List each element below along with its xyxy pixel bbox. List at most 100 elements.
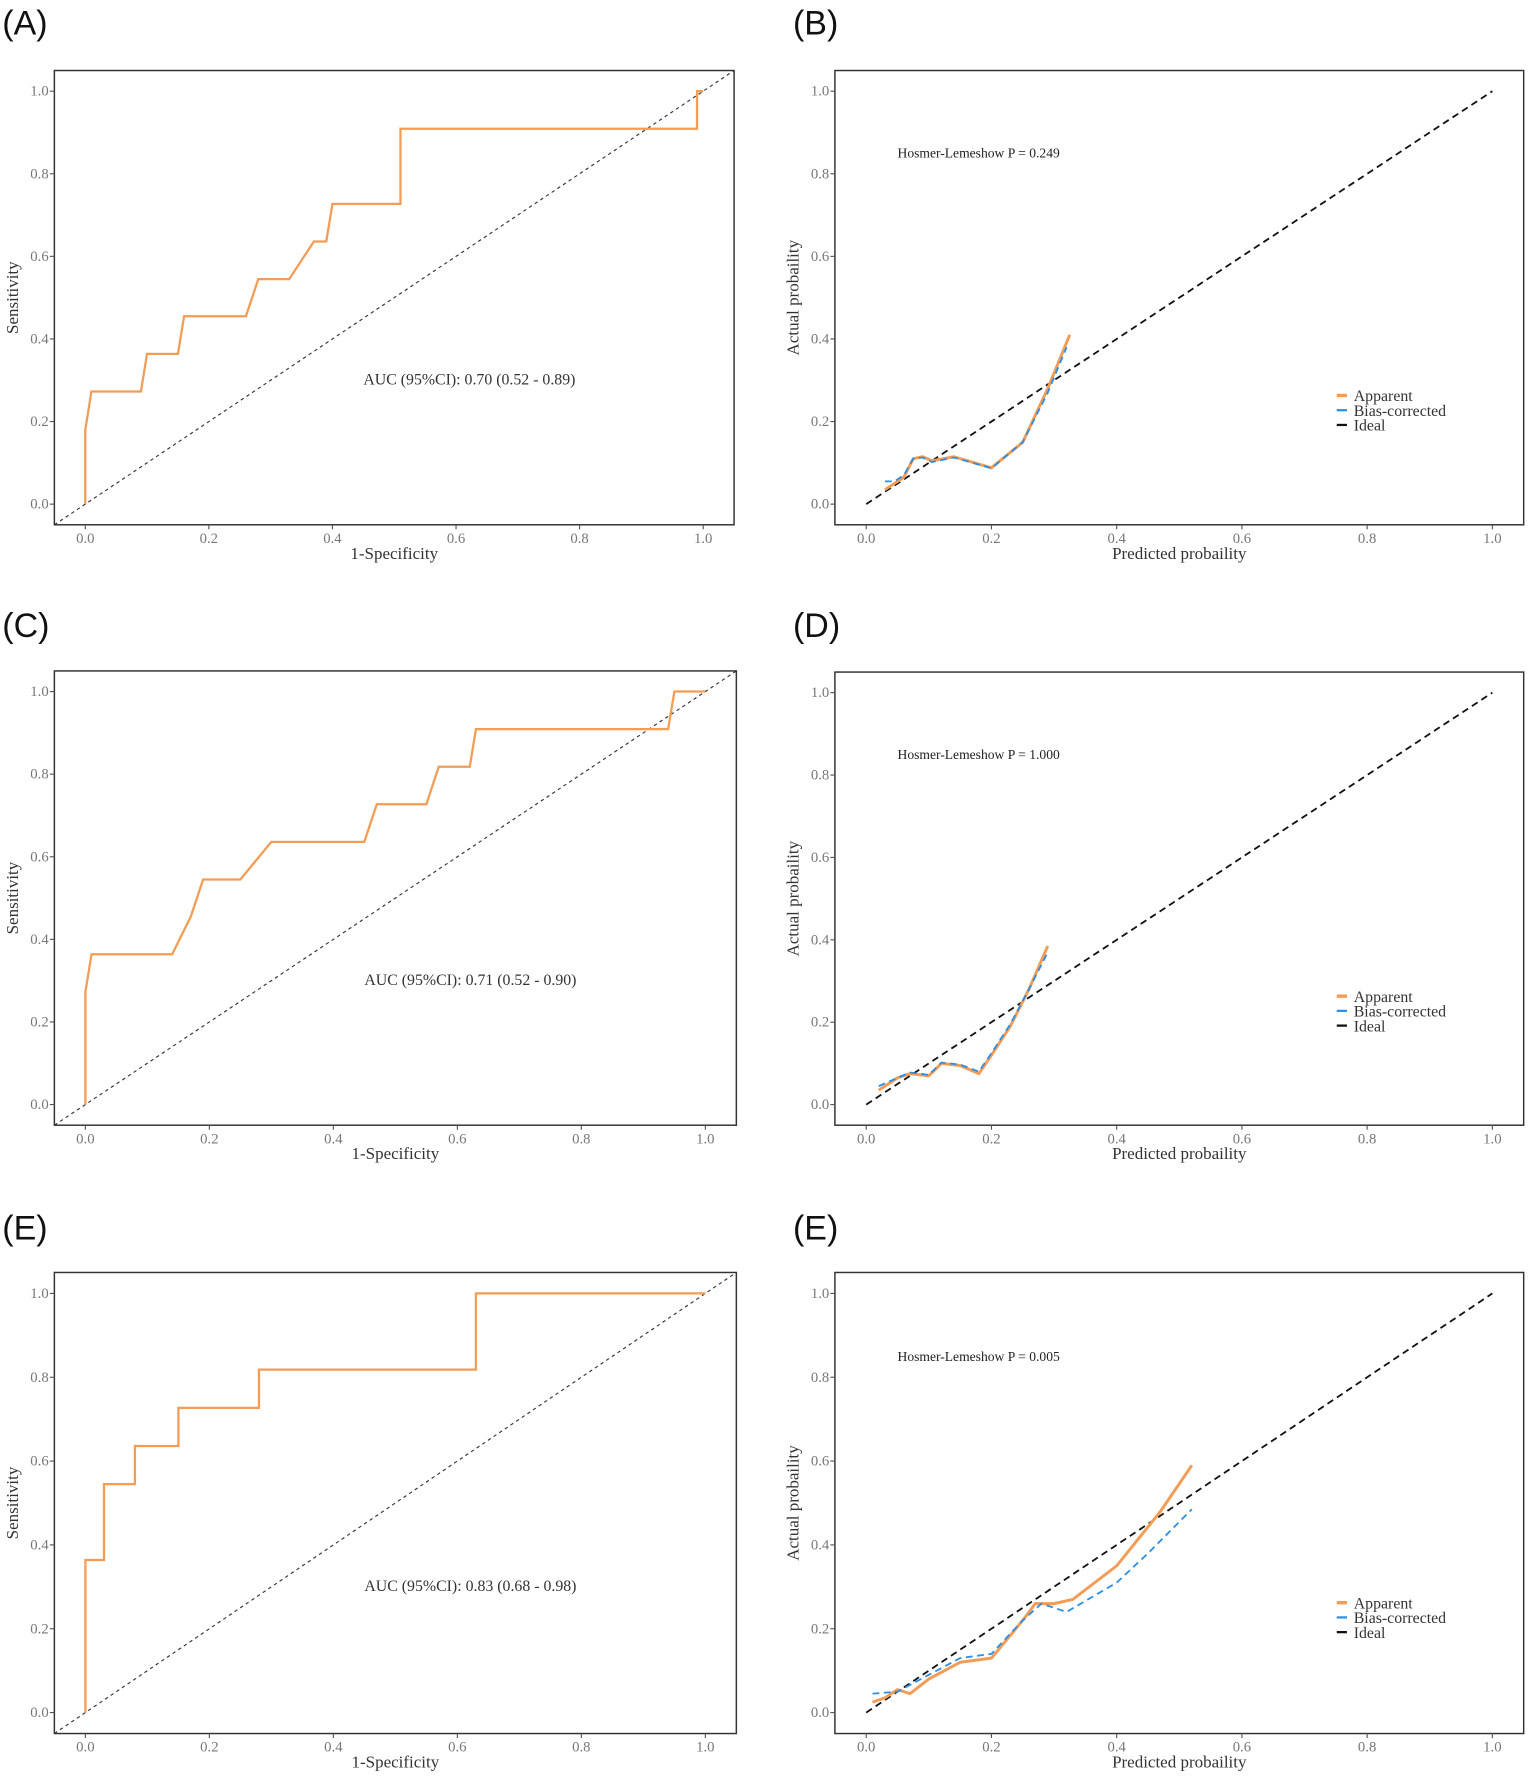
y-tick-label: 0.6 [811,249,829,265]
y-tick-label: 0.4 [30,331,49,347]
ideal-line [865,90,1493,505]
y-tick-label: 0.4 [811,331,830,347]
y-tick-label: 0.8 [30,166,48,182]
x-tick-label: 0.2 [200,1740,218,1756]
x-tick-label: 0.6 [1233,1131,1251,1147]
y-axis-label: Actual probaility [784,239,803,355]
panel-1: (B) 0.0 0.2 0.4 0.6 0.8 1.0 0.0 0.2 0.4 0.6 0.8 1.0 P… [784,4,1525,563]
roc-curve [84,90,704,505]
y-tick-label: 1.0 [30,1286,48,1302]
y-tick-label: 0.6 [30,249,48,265]
panel-4: (E) 0.0 0.2 0.4 0.6 0.8 1.0 0.0 0.2 0.4 0.6 0.8 1.0 1… [2,1210,738,1772]
x-tick-label: 0.6 [1233,1740,1251,1756]
panel-label: (E) [793,1210,838,1248]
y-tick-label: 0.4 [811,1537,830,1553]
x-tick-label: 0.6 [1233,531,1251,547]
x-tick-label: 0.8 [572,1740,590,1756]
panel-label: (A) [2,4,47,42]
legend-label: Apparent [1354,989,1414,1006]
legend-label: Bias-corrected [1354,1610,1446,1627]
y-tick-label: 0.2 [30,414,48,430]
x-axis-label: Predicted probaility [1112,1144,1247,1163]
panel-label: (D) [793,607,840,645]
y-tick-label: 0.2 [811,1015,829,1031]
x-tick-label: 0.4 [323,531,342,547]
x-tick-label: 0.2 [982,1740,1000,1756]
roc-curve [84,1292,706,1713]
y-tick-label: 0.8 [811,1370,829,1386]
x-tick-label: 0.8 [1358,531,1376,547]
x-tick-label: 0.8 [1358,1740,1376,1756]
legend-label: Ideal [1354,1018,1386,1035]
x-tick-label: 1.0 [1483,531,1501,547]
panel-label: (E) [2,1210,47,1248]
x-tick-label: 0.4 [1107,531,1126,547]
y-tick-label: 0.0 [30,1097,48,1113]
roc-curve [84,690,706,1105]
ideal-line [865,691,1493,1106]
panel-5: (E) 0.0 0.2 0.4 0.6 0.8 1.0 0.0 0.2 0.4 0.6 0.8 1.0 P… [784,1210,1525,1772]
x-tick-label: 0.0 [857,1131,875,1147]
x-tick-label: 0.4 [324,1131,343,1147]
y-axis-label: Actual probaility [784,840,803,956]
y-axis-label: Sensitivity [3,861,22,934]
x-tick-label: 0.6 [448,1131,466,1147]
panel-2: (C) 0.0 0.2 0.4 0.6 0.8 1.0 0.0 0.2 0.4 0.6 0.8 1.0 1… [2,607,738,1163]
x-tick-label: 1.0 [1483,1740,1501,1756]
x-tick-label: 0.0 [857,1740,875,1756]
x-tick-label: 0.4 [1107,1740,1126,1756]
y-tick-label: 0.0 [811,1097,829,1113]
reference-diagonal [54,1271,737,1735]
legend-label: Apparent [1354,388,1414,405]
y-tick-label: 0.8 [811,166,829,182]
x-tick-label: 0.2 [200,1131,218,1147]
bias-corrected-curve [884,346,1068,483]
legend-label: Ideal [1354,1625,1386,1642]
hosmer-lemeshow-annotation: Hosmer-Lemeshow P = 0.249 [898,146,1060,161]
legend-label: Bias-corrected [1354,403,1446,420]
y-tick-label: 0.0 [30,1705,48,1721]
y-tick-label: 0.8 [30,767,48,783]
panel-label: (C) [2,607,49,645]
auc-annotation: AUC (95%CI): 0.83 (0.68 - 0.98) [364,1578,576,1595]
ideal-line [865,1292,1493,1714]
x-tick-label: 0.8 [572,1131,590,1147]
x-axis-label: Predicted probaility [1112,1753,1247,1772]
y-tick-label: 0.6 [30,849,48,865]
reference-diagonal [54,70,735,526]
legend-label: Bias-corrected [1354,1004,1446,1021]
x-axis-label: 1-Specificity [351,1144,439,1163]
y-tick-label: 1.0 [30,84,48,100]
y-tick-label: 0.4 [30,1537,49,1553]
y-tick-label: 0.6 [811,1454,829,1470]
auc-annotation: AUC (95%CI): 0.71 (0.52 - 0.90) [364,972,576,989]
panel-0: (A) 0.0 0.2 0.4 0.6 0.8 1.0 0.0 0.2 0.4 0.6 0.8 1.0 1… [2,4,735,563]
x-tick-label: 0.8 [1358,1131,1376,1147]
x-tick-label: 0.6 [448,1740,466,1756]
x-axis-label: Predicted probaility [1112,544,1247,563]
x-tick-label: 0.2 [982,1131,1000,1147]
x-tick-label: 0.4 [324,1740,343,1756]
y-tick-label: 1.0 [811,84,829,100]
y-axis-label: Sensitivity [3,1466,22,1539]
panel-3: (D) 0.0 0.2 0.4 0.6 0.8 1.0 0.0 0.2 0.4 0.6 0.8 1.0 P… [784,607,1525,1163]
y-tick-label: 0.8 [30,1370,48,1386]
y-tick-label: 0.6 [30,1454,48,1470]
auc-annotation: AUC (95%CI): 0.70 (0.52 - 0.89) [363,371,575,388]
reference-diagonal [54,670,737,1126]
y-axis-label: Sensitivity [3,261,22,334]
y-tick-label: 0.8 [811,768,829,784]
y-tick-label: 1.0 [30,684,48,700]
x-tick-label: 1.0 [694,531,712,547]
y-tick-label: 0.0 [811,497,829,513]
x-tick-label: 0.4 [1107,1131,1126,1147]
x-tick-label: 0.0 [76,1131,94,1147]
legend-label: Ideal [1354,418,1386,435]
y-tick-label: 0.4 [30,932,49,948]
y-tick-label: 1.0 [811,685,829,701]
hosmer-lemeshow-annotation: Hosmer-Lemeshow P = 0.005 [898,1349,1060,1364]
